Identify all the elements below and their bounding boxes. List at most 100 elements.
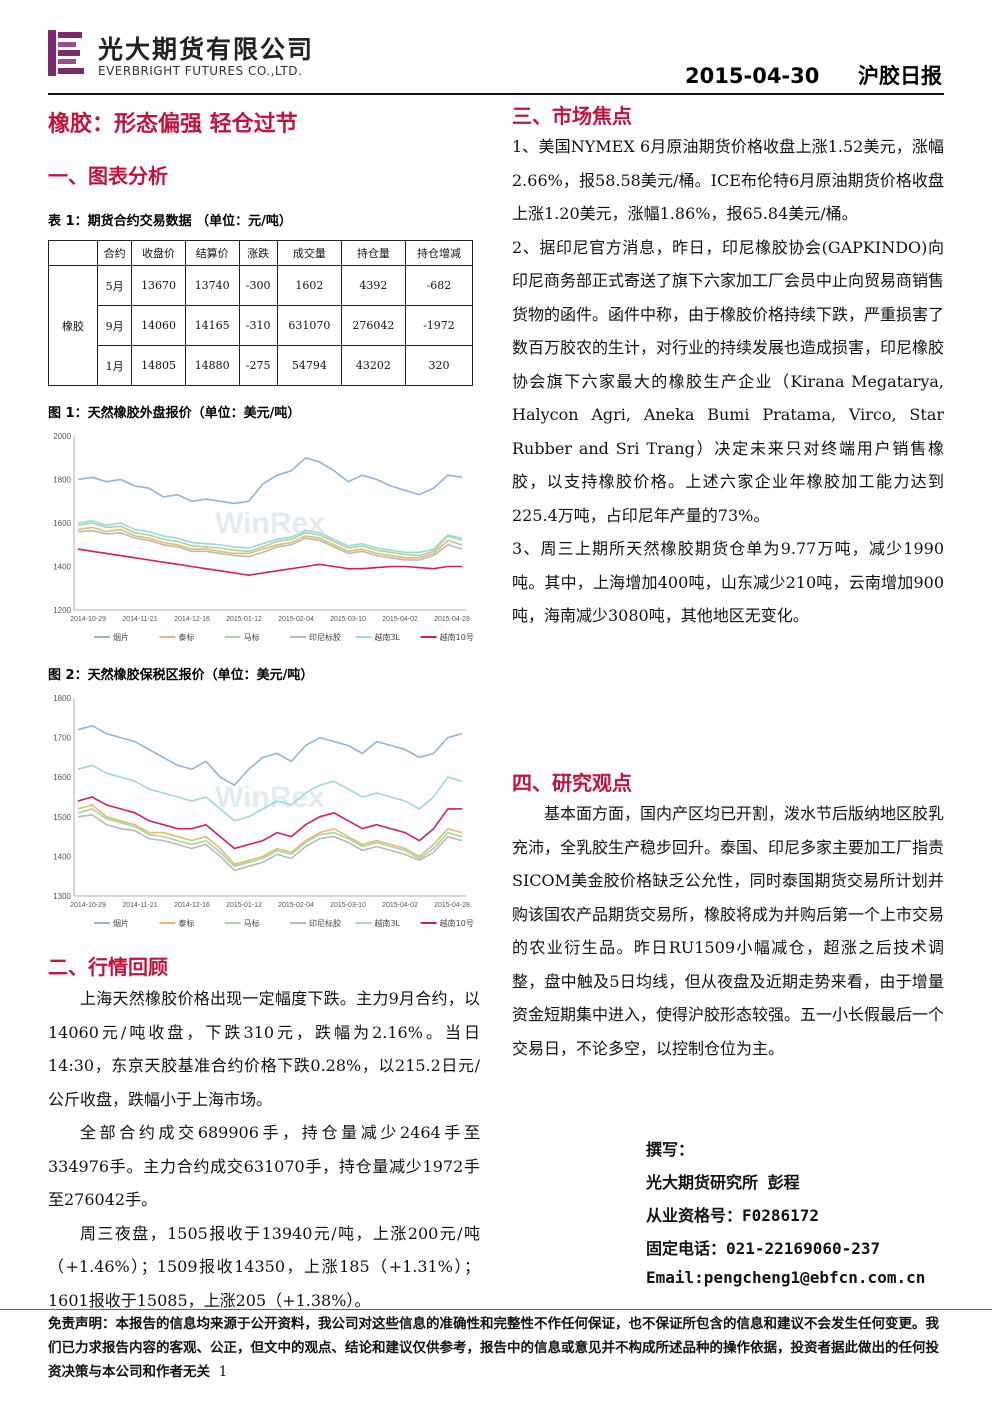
review-paragraph: 全部合约成交689906手，持仓量减少2464手至334976手。主力合约成交6… <box>48 1123 480 1209</box>
legend-label: 越南3L <box>374 918 400 928</box>
report-header: 2015-04-30 沪胶日报 <box>685 60 942 90</box>
table-cell: 14165 <box>184 305 240 346</box>
x-tick-label: 2014-12-16 <box>174 616 210 623</box>
footer-divider <box>0 1309 992 1310</box>
chart1-title: 图 1：天然橡胶外盘报价（单位：美元/吨） <box>48 406 301 421</box>
series-line <box>77 724 463 787</box>
focus-body: 1、美国NYMEX 6月原油期货价格收盘上涨1.52美元，涨幅2.66%，报58… <box>512 130 944 633</box>
legend-label: 泰标 <box>178 632 194 642</box>
y-tick-label: 1700 <box>53 734 71 743</box>
x-tick-label: 2015-03-10 <box>330 902 366 909</box>
table-row-label: 橡胶 <box>48 265 98 386</box>
review-paragraph: 上海天然橡胶价格出现一定幅度下跌。主力9月合约，以14060元/吨收盘，下跌31… <box>48 989 480 1109</box>
series-line <box>77 519 463 554</box>
series-line <box>77 526 463 559</box>
series-line <box>77 813 463 872</box>
x-tick-label: 2014-10-29 <box>70 616 106 623</box>
focus-paragraph: 1、美国NYMEX 6月原油期货价格收盘上涨1.52美元，涨幅2.66%，报58… <box>512 137 944 223</box>
series-line <box>77 456 463 505</box>
x-tick-label: 2015-04-28 <box>434 616 470 623</box>
table-cell: 9月 <box>96 305 133 346</box>
x-tick-label: 2015-01-12 <box>226 902 262 909</box>
series-line <box>77 764 463 822</box>
disclaimer-text: 免责声明：本报告的信息均来源于公开资料，我公司对这些信息的准确性和完整性不作任何… <box>48 1316 939 1380</box>
chart-offshore-quotes: WinRex 1200 1400 1600 1800 2000 2014-10-29 2014… <box>48 428 480 650</box>
x-tick-label: 2015-04-02 <box>382 902 418 909</box>
company-name-cn: 光大期货有限公司 <box>98 35 315 64</box>
legend-label: 马标 <box>244 918 260 928</box>
table-corner-cell <box>48 240 98 266</box>
y-tick-label: 1600 <box>53 773 71 782</box>
table-cell: 1月 <box>96 345 133 386</box>
y-tick-label: 1300 <box>53 892 71 901</box>
series-line <box>77 529 463 561</box>
x-tick-label: 2015-04-28 <box>434 902 470 909</box>
view-body: 基本面方面，国内产区均已开割，泼水节后版纳地区胶乳充沛，全乳胶生产稳步回升。泰国… <box>512 797 944 1065</box>
header-divider <box>48 93 944 95</box>
table-header-cell: 结算价 <box>184 240 240 266</box>
table-cell: -682 <box>404 265 474 306</box>
futures-table: 合约 收盘价 结算价 涨跌 成交量 持仓量 持仓增减 橡胶 5月 13670 1… <box>48 240 474 386</box>
focus-paragraph: 3、周三上期所天然橡胶期货仓单为9.77万吨，减少1990吨。其中，上海增加40… <box>512 539 944 625</box>
y-tick-label: 1400 <box>53 852 71 861</box>
legend-label: 烟片 <box>113 918 129 928</box>
company-name-en: EVERBRIGHT FUTURES CO.,LTD. <box>98 64 303 78</box>
table-cell: 13670 <box>131 265 186 306</box>
table-row: 1月 14805 14880 -275 54794 43202 320 <box>49 345 474 386</box>
table-caption: 表 1：期货合约交易数据 （单位：元/吨） <box>48 214 292 229</box>
y-tick-label: 1500 <box>53 813 71 822</box>
legend-label: 印尼标胶 <box>309 918 341 928</box>
disclaimer: 免责声明：本报告的信息均来源于公开资料，我公司对这些信息的准确性和完整性不作任何… <box>48 1312 944 1384</box>
focus-paragraph: 2、据印尼官方消息，昨日，印尼橡胶协会(GAPKINDO)向印尼商务部正式寄送了… <box>512 237 945 525</box>
section-heading-view: 四、研究观点 <box>512 771 632 795</box>
section-heading-review: 二、行情回顾 <box>48 955 168 979</box>
section-heading-charts: 一、图表分析 <box>48 164 168 188</box>
x-tick-label: 2015-02-04 <box>278 616 314 623</box>
y-tick-label: 1200 <box>53 606 71 615</box>
table-cell: -300 <box>238 265 278 306</box>
legend-label: 印尼标胶 <box>309 632 341 642</box>
page-title: 橡胶：形态偏强 轻仓过节 <box>48 111 298 137</box>
review-body: 上海天然橡胶价格出现一定幅度下跌。主力9月合约，以14060元/吨收盘，下跌31… <box>48 982 480 1317</box>
series-line <box>77 522 463 557</box>
author-license: 从业资格号：F0286172 <box>646 1206 820 1225</box>
table-cell: 14880 <box>184 345 240 386</box>
table-cell: 631070 <box>276 305 342 346</box>
table-header-cell: 成交量 <box>276 240 342 266</box>
report-name: 沪胶日报 <box>858 63 942 88</box>
y-tick-label: 1600 <box>53 519 71 528</box>
table-cell: 14805 <box>131 345 186 386</box>
table-cell: -275 <box>238 345 278 386</box>
table-header-cell: 持仓量 <box>340 240 406 266</box>
table-cell: 14060 <box>131 305 186 346</box>
y-tick-label: 2000 <box>53 432 71 441</box>
review-paragraph: 周三夜盘，1505报收于13940元/吨，上涨200元/吨（+1.46%）；15… <box>48 1223 480 1310</box>
legend-label: 泰标 <box>178 918 194 928</box>
legend-label: 越南3L <box>374 632 400 642</box>
table-cell: -310 <box>238 305 278 346</box>
y-tick-label: 1400 <box>53 563 71 572</box>
chart-bonded-quotes: WinRex 1300 1400 1500 1600 1700 1800 2014-10-29… <box>48 690 480 936</box>
x-tick-label: 2015-04-02 <box>382 616 418 623</box>
x-tick-label: 2014-11-21 <box>122 616 157 623</box>
x-tick-label: 2015-03-10 <box>330 616 366 623</box>
legend-label: 越南10号 <box>440 632 474 642</box>
author-email[interactable]: Email:pengcheng1@ebfcn.com.cn <box>646 1268 926 1287</box>
table-cell: 4392 <box>340 265 406 306</box>
x-tick-label: 2014-10-29 <box>70 902 106 909</box>
table-header-cell: 持仓增减 <box>404 240 474 266</box>
table-header-row: 合约 收盘价 结算价 涨跌 成交量 持仓量 持仓增减 <box>48 240 474 266</box>
legend-label: 烟片 <box>113 632 129 642</box>
x-tick-label: 2014-12-16 <box>174 902 210 909</box>
x-tick-label: 2015-01-12 <box>226 616 262 623</box>
author-phone: 固定电话：021-22169060-237 <box>646 1239 881 1258</box>
table-header-cell: 涨跌 <box>238 240 278 266</box>
table-cell: 5月 <box>96 265 133 306</box>
view-paragraph: 基本面方面，国内产区均已开割，泼水节后版纳地区胶乳充沛，全乳胶生产稳步回升。泰国… <box>512 804 945 1058</box>
y-tick-label: 1800 <box>53 694 71 703</box>
table-header-cell: 合约 <box>96 240 133 266</box>
table-header-cell: 收盘价 <box>131 240 186 266</box>
table-cell: 1602 <box>276 265 342 306</box>
table-cell: 320 <box>404 345 474 386</box>
table-cell: 13740 <box>184 265 240 306</box>
